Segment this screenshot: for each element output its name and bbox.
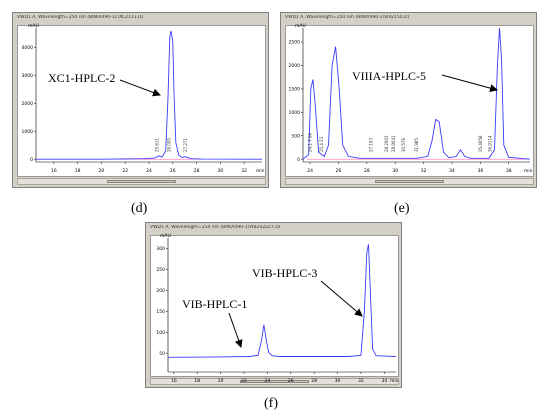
x-tick-label-e: 26 <box>336 168 342 174</box>
y-tick-label-f: 300 <box>156 246 165 252</box>
x-tick-label-d: 28 <box>194 168 200 174</box>
peak-label-e: 31.985 <box>414 138 419 152</box>
panel-caption-d: (d) <box>131 201 148 216</box>
y-tick-label-d: 4000 <box>22 45 34 51</box>
x-tick-label-f: 18 <box>194 378 200 384</box>
peak-label-e: 25.4 23 <box>319 136 324 152</box>
y-tick-label-f: 100 <box>156 330 165 336</box>
y-tick-label-e: 0 <box>297 157 300 163</box>
horizontal-scrollbar-f[interactable] <box>150 378 399 385</box>
plot-area-d <box>17 25 266 177</box>
peak-label-d: 25.611 <box>155 138 160 152</box>
chromatogram-title-e: VWD1 A, Wavelength=254 nm (BIN\A490-1\VI… <box>285 15 410 20</box>
x-tick-label-e: 34 <box>449 168 455 174</box>
panel-caption-e: (e) <box>394 201 410 216</box>
y-tick-label-e: 1500 <box>289 87 301 93</box>
y-tick-label-e: 500 <box>291 133 300 139</box>
annotation-vib-hplc-1: VIB-HPLC-1 <box>182 297 247 311</box>
x-tick-label-d: 30 <box>218 168 224 174</box>
peak-label-e: 35.4658 <box>478 135 483 152</box>
x-tick-label-d: 32 <box>241 168 247 174</box>
y-tick-label-f: 200 <box>156 288 165 294</box>
chromatogram-trace-f <box>167 244 397 358</box>
y-tick-label-f: 250 <box>156 267 165 273</box>
peak-label-d: 27.271 <box>183 138 188 152</box>
y-unit-f: mAU <box>160 233 171 239</box>
y-unit-e: mAU <box>295 23 306 29</box>
y-tick-label-d: 0 <box>30 157 33 163</box>
x-tick-label-f: 30 <box>335 378 341 384</box>
horizontal-scrollbar-e[interactable] <box>285 178 534 185</box>
peak-label-e: 36.9114 <box>488 135 493 152</box>
y-tick-label-d: 3000 <box>22 73 34 79</box>
x-tick-label-f: 16 <box>171 378 177 384</box>
x-tick-label-e: 24 <box>307 168 313 174</box>
horizontal-scrollbar-d[interactable] <box>17 178 266 185</box>
x-tick-label-e: 32 <box>421 168 427 174</box>
annotation-vib-hplc-3: VIB-HPLC-3 <box>252 266 317 280</box>
annotation-arrow-d <box>119 79 161 97</box>
x-unit-f: min <box>390 378 399 384</box>
peak-label-e: 30.576 <box>401 138 406 152</box>
chromatogram-window-e: VWD1 A, Wavelength=254 nm (BIN\A490-1\VI… <box>280 12 537 188</box>
y-tick-label-e: 1000 <box>289 110 301 116</box>
x-tick-label-d: 20 <box>99 168 105 174</box>
chromatogram-title-d: VWD1 A, Wavelength=254 nm (BIN\A490-1C\X… <box>17 15 144 20</box>
x-tick-label-d: 18 <box>75 168 81 174</box>
chromatogram-title-f: VWD1 A, Wavelength=254 nm (BIN\A490-1\VI… <box>150 225 281 230</box>
annotation-arrow-f2 <box>320 280 363 317</box>
y-tick-label-d: 2000 <box>22 101 34 107</box>
peak-label-e: 28.2003 <box>384 135 389 152</box>
x-tick-label-e: 30 <box>392 168 398 174</box>
annotation-viiia-hplc-5: VIIIA-HPLC-5 <box>352 69 426 83</box>
annotation-xc1-hplc-2: XC1-HPLC-2 <box>48 71 115 85</box>
chromatogram-trace-e <box>302 27 531 160</box>
y-tick-label-e: 2000 <box>289 63 301 69</box>
y-tick-label-f: 150 <box>156 309 165 315</box>
x-unit-d: min <box>256 168 265 174</box>
x-tick-label-e: 36 <box>477 168 483 174</box>
x-tick-label-e: 28 <box>364 168 370 174</box>
scroll-thumb-f[interactable] <box>239 380 310 383</box>
x-tick-label-d: 24 <box>146 168 152 174</box>
peak-label-e: 24.1 7 66 <box>308 132 313 152</box>
annotation-arrow-e <box>441 74 498 93</box>
x-tick-label-f: 20 <box>218 378 224 384</box>
annotation-arrow-f1 <box>228 312 243 348</box>
y-unit-d: mAU <box>28 23 39 29</box>
x-tick-label-f: 32 <box>358 378 364 384</box>
plot-area-f <box>150 235 399 377</box>
y-tick-label-d: 1000 <box>22 129 34 135</box>
x-tick-label-d: 26 <box>170 168 176 174</box>
x-tick-label-d: 22 <box>122 168 128 174</box>
panel-caption-f: (f) <box>264 396 278 411</box>
x-tick-label-f: 26 <box>288 378 294 384</box>
scroll-thumb-d[interactable] <box>106 180 177 183</box>
scroll-thumb-e[interactable] <box>374 180 445 183</box>
chromatogram-trace-d <box>36 30 263 160</box>
x-unit-e: min <box>524 168 533 174</box>
chromatogram-window-f: VWD1 A, Wavelength=254 nm (BIN\A490-1\VI… <box>145 222 402 388</box>
peak-label-e: 27.193 <box>369 138 374 152</box>
x-tick-label-f: 34 <box>381 378 387 384</box>
x-tick-label-f: 28 <box>311 378 317 384</box>
peak-label-d: 26.000 <box>166 138 171 152</box>
x-tick-label-e: 38 <box>506 168 512 174</box>
y-tick-label-e: 2500 <box>289 40 301 46</box>
y-tick-label-f: 50 <box>159 351 165 357</box>
x-tick-label-f: 24 <box>265 378 271 384</box>
x-tick-label-d: 16 <box>51 168 57 174</box>
peak-label-e: 28.9041 <box>391 135 396 152</box>
x-tick-label-f: 22 <box>241 378 247 384</box>
